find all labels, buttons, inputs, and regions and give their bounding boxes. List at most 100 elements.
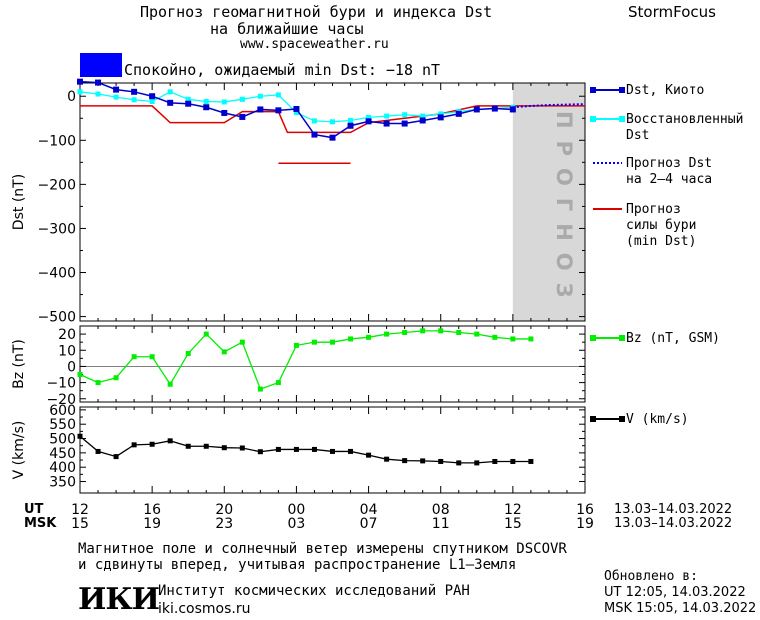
data-point-v (185, 443, 191, 449)
data-point-dst (329, 134, 336, 141)
y-tick-label: 600 (49, 403, 76, 419)
data-point-dst (509, 106, 516, 113)
y-tick-label: 500 (49, 432, 76, 448)
data-point-dst (95, 79, 102, 86)
data-point-dst (131, 88, 138, 95)
data-point-bz (293, 342, 299, 348)
y-tick-label: −20 (46, 392, 76, 408)
x-tick-label-msk: 19 (576, 516, 594, 532)
x-tick-label-msk: 11 (432, 516, 450, 532)
data-point-v (402, 458, 408, 464)
footer-line-1: Магнитное поле и солнечный ветер измерен… (78, 541, 567, 557)
x-tick-label-ut: 16 (143, 502, 161, 518)
data-point-restored (257, 93, 263, 99)
x-tick-label-msk: 19 (143, 516, 161, 532)
series-line-storm (80, 105, 585, 134)
institute-site[interactable]: iki.cosmos.ru (158, 601, 251, 617)
y-tick-label: 550 (49, 417, 76, 433)
data-point-restored (239, 96, 245, 102)
data-point-bz (257, 386, 263, 392)
data-point-bz (528, 336, 534, 342)
data-point-restored (113, 94, 119, 100)
iki-logo: ИКИ (78, 582, 160, 617)
series-line-bz (79, 330, 531, 390)
data-point-bz (348, 336, 354, 342)
data-point-dst (437, 114, 444, 121)
data-point-v (456, 460, 462, 466)
series-line-v (79, 435, 531, 464)
plot-frame (79, 325, 586, 403)
status-text: Спокойно, ожидаемый min Dst: −18 nT (124, 61, 441, 79)
data-point-bz (420, 328, 426, 334)
series-line-forecast (512, 103, 586, 109)
data-point-bz (510, 336, 516, 342)
y-tick-label: 450 (49, 446, 76, 462)
data-point-dst (419, 117, 426, 124)
legend-v: V (km/s) (626, 412, 689, 427)
data-point-bz (275, 380, 281, 386)
chart-title: Прогноз геомагнитной бури и индекса Dst (140, 3, 493, 21)
y-tick-label: −400 (38, 266, 76, 282)
data-point-dst (383, 120, 390, 127)
data-point-v (438, 458, 444, 464)
site-link[interactable]: www.spaceweather.ru (240, 37, 389, 52)
data-point-dst (365, 118, 372, 125)
y-tick-label: 350 (49, 475, 76, 491)
data-point-v (330, 448, 335, 454)
data-point-v (221, 445, 227, 451)
data-point-bz (131, 354, 137, 360)
data-point-dst (221, 109, 228, 116)
msk-label: MSK (24, 516, 57, 531)
x-tick-label-ut: 12 (504, 502, 522, 518)
chart-subtitle: на ближайшие часы (210, 20, 364, 38)
data-point-bz (366, 334, 372, 340)
data-point-dst (455, 110, 462, 117)
msk-date-range: 13.03–14.03.2022 (614, 516, 733, 531)
data-point-dst (347, 122, 354, 129)
legend-restored-1: Восстановленный (626, 112, 744, 127)
y-tick-label: −100 (38, 133, 76, 149)
legend-forecast-2: на 2–4 часа (626, 172, 713, 187)
legend-swatch-restored-marker (590, 116, 596, 122)
data-point-restored (95, 91, 101, 97)
data-point-v (293, 446, 299, 452)
data-point-dst (149, 93, 156, 100)
data-point-v (203, 443, 209, 449)
ut-date-range: 13.03–14.03.2022 (614, 502, 733, 517)
ut-label: UT (24, 502, 44, 517)
legend-swatch-dst-marker (590, 87, 596, 93)
y-tick-label: 0 (67, 359, 76, 375)
data-point-dst (257, 106, 264, 113)
data-point-restored (348, 117, 354, 123)
data-point-bz (384, 331, 390, 337)
data-point-v (384, 456, 390, 462)
data-point-bz (402, 329, 408, 335)
legend-swatch-v-marker (619, 416, 625, 422)
data-point-v (113, 454, 119, 460)
legend-swatch-bz-marker (619, 335, 625, 341)
data-point-restored (275, 92, 281, 98)
updated-label: Обновлено в: (604, 569, 698, 584)
y-tick-label: −10 (46, 376, 76, 392)
data-point-restored (131, 97, 137, 103)
data-point-dst (275, 107, 282, 114)
data-point-dst (311, 131, 318, 138)
data-point-restored (149, 99, 155, 105)
data-point-bz (438, 328, 444, 334)
data-point-bz (492, 334, 498, 340)
data-point-v (167, 438, 173, 444)
legend-storm-1: Прогноз (626, 202, 681, 217)
data-point-v (492, 458, 498, 464)
data-point-v (275, 446, 281, 452)
data-point-restored (420, 113, 426, 119)
data-point-bz (474, 331, 480, 337)
legend-storm-2: силы бури (626, 218, 697, 233)
legend-dst: Dst, Киото (626, 83, 705, 98)
y-axis-label: Bz (nT) (11, 339, 27, 389)
y-axis-label: Dst (nT) (11, 174, 27, 230)
y-tick-label: −200 (38, 177, 76, 193)
institute-name: Институт космических исследований РАН (158, 583, 470, 599)
data-point-dst (239, 113, 246, 120)
data-point-v (77, 433, 83, 439)
data-point-restored (384, 113, 390, 119)
